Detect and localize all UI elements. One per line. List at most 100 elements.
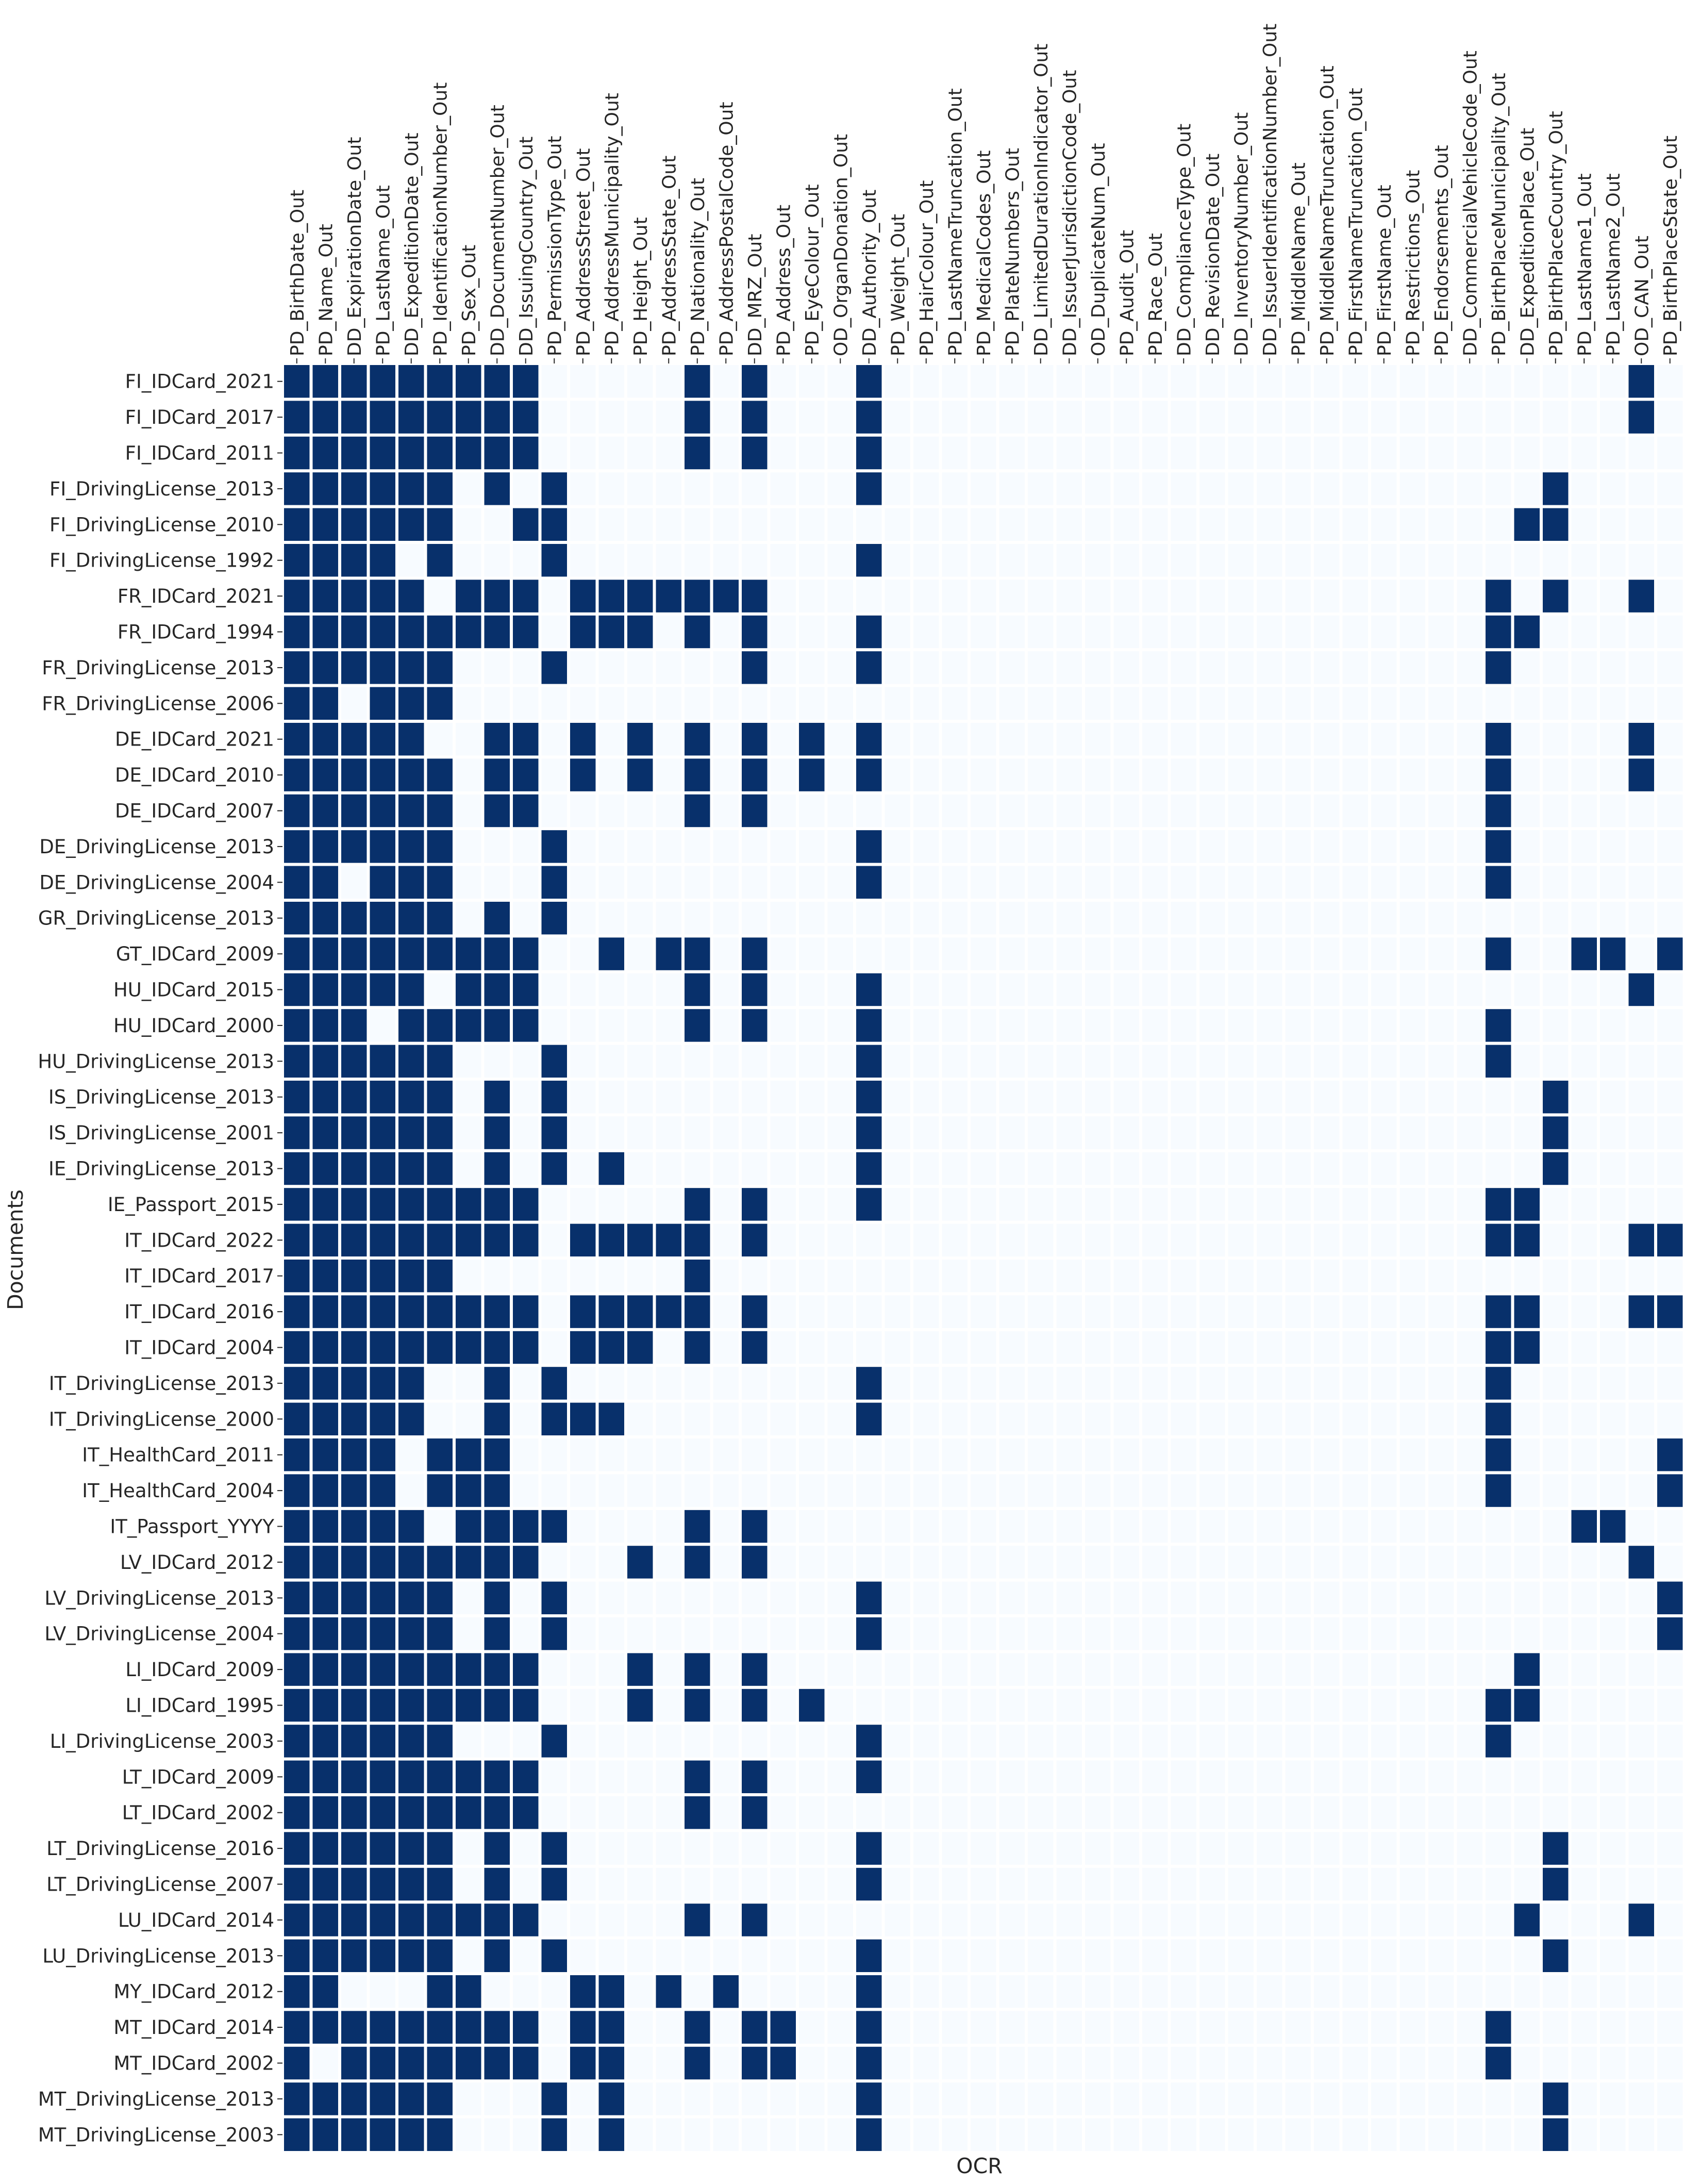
heatmap-cell <box>1543 1725 1569 1758</box>
heatmap-cell <box>1486 1617 1511 1650</box>
heatmap-cell <box>627 1546 653 1579</box>
heatmap-cell <box>856 1295 882 1328</box>
heatmap-cell <box>1428 1474 1454 1507</box>
heatmap-cell <box>1113 758 1139 791</box>
heatmap-cell <box>1657 2046 1683 2080</box>
heatmap-cell <box>570 1975 596 2008</box>
heatmap-cell <box>999 1223 1025 1256</box>
heatmap-cell <box>1285 1367 1311 1400</box>
heatmap-cell <box>284 1009 310 1042</box>
y-axis-label: Documents <box>3 1189 28 1310</box>
heatmap-cell <box>1056 1260 1082 1293</box>
heatmap-cell <box>1486 651 1511 684</box>
heatmap-cell <box>427 1438 453 1471</box>
heatmap-cell <box>1657 1904 1683 1937</box>
heatmap-cell <box>398 401 424 434</box>
heatmap-cell <box>1171 1904 1196 1937</box>
heatmap-cell <box>1342 687 1368 720</box>
heatmap-cell <box>1028 2011 1054 2044</box>
heatmap-cell <box>1399 687 1425 720</box>
heatmap-cell <box>570 1725 596 1758</box>
heatmap-cell <box>427 1939 453 1972</box>
heatmap-cell <box>971 723 996 756</box>
heatmap-cell <box>685 1295 710 1328</box>
heatmap-cell <box>627 1081 653 1114</box>
heatmap-cell <box>1199 1617 1225 1650</box>
heatmap-cell <box>1486 1546 1511 1579</box>
heatmap-cell <box>513 1331 539 1364</box>
heatmap-cell <box>1514 1689 1540 1722</box>
heatmap-cell <box>541 1116 567 1149</box>
heatmap-cell <box>484 1009 510 1042</box>
heatmap-cell <box>885 472 910 505</box>
heatmap-cell <box>541 1581 567 1614</box>
heatmap-cell <box>1486 2011 1511 2044</box>
heatmap-cell <box>541 1653 567 1686</box>
heatmap-cell <box>1228 651 1254 684</box>
heatmap-cell <box>1457 973 1482 1006</box>
heatmap-cell <box>370 1904 395 1937</box>
heatmap-cell <box>1486 544 1511 577</box>
heatmap-cell <box>1314 1975 1340 2008</box>
heatmap-cell <box>685 472 710 505</box>
heatmap-cell <box>1399 973 1425 1006</box>
heatmap-cell <box>799 1367 825 1400</box>
heatmap-cell <box>541 401 567 434</box>
heatmap-cell <box>1428 1904 1454 1937</box>
heatmap-cell <box>1142 1152 1168 1185</box>
x-tick-label: DD_IssuingCountry_Out <box>516 137 537 356</box>
heatmap-cell <box>1486 1725 1511 1758</box>
heatmap-cell <box>1113 687 1139 720</box>
heatmap-cell <box>1056 1760 1082 1793</box>
heatmap-cell <box>913 1725 939 1758</box>
heatmap-cell <box>1571 1617 1597 1650</box>
heatmap-cell <box>1314 508 1340 541</box>
heatmap-cell <box>1399 1116 1425 1149</box>
heatmap-cell <box>1457 1725 1482 1758</box>
heatmap-cell <box>1257 723 1282 756</box>
heatmap-cell <box>999 580 1025 613</box>
heatmap-cell <box>513 508 539 541</box>
heatmap-cell <box>1657 1474 1683 1507</box>
heatmap-cell <box>1113 794 1139 828</box>
heatmap-cell <box>1543 1188 1569 1221</box>
heatmap-cell <box>971 1653 996 1686</box>
heatmap-cell <box>1142 1474 1168 1507</box>
heatmap-cell <box>1514 2011 1540 2044</box>
heatmap-cell <box>1142 1904 1168 1937</box>
heatmap-cell <box>1457 544 1482 577</box>
heatmap-cell <box>685 1975 710 2008</box>
heatmap-cell <box>627 1009 653 1042</box>
heatmap-cell <box>398 2082 424 2115</box>
heatmap-cell <box>1628 687 1654 720</box>
heatmap-cell <box>513 1581 539 1614</box>
heatmap-cell <box>598 1725 624 1758</box>
y-tick-label: IE_DrivingLicense_2013 <box>48 1158 274 1180</box>
heatmap-cell <box>971 1474 996 1507</box>
heatmap-cell <box>427 1045 453 1078</box>
heatmap-cell <box>1657 1975 1683 2008</box>
heatmap-cell <box>1571 1188 1597 1221</box>
heatmap-cell <box>341 1581 367 1614</box>
x-tick-label: DD_DocumentNumber_Out <box>487 105 508 356</box>
heatmap-cell <box>1371 1581 1397 1614</box>
heatmap-cell <box>570 1689 596 1722</box>
heatmap-cell <box>484 1402 510 1435</box>
heatmap-cell <box>1628 1188 1654 1221</box>
heatmap-cell <box>1199 794 1225 828</box>
heatmap-cell <box>398 1760 424 1793</box>
heatmap-cell <box>1342 1867 1368 1901</box>
heatmap-cell <box>827 580 853 613</box>
heatmap-cell <box>1571 1045 1597 1078</box>
heatmap-cell <box>284 1152 310 1185</box>
heatmap-cell <box>742 1331 768 1364</box>
heatmap-cell <box>1342 1260 1368 1293</box>
heatmap-cell <box>312 1760 338 1793</box>
heatmap-cell <box>913 1617 939 1650</box>
heatmap-cell <box>742 973 768 1006</box>
heatmap-cell <box>370 1260 395 1293</box>
heatmap-cell <box>484 1438 510 1471</box>
heatmap-cell <box>770 1367 796 1400</box>
heatmap-cell <box>398 973 424 1006</box>
heatmap-cell <box>370 365 395 398</box>
